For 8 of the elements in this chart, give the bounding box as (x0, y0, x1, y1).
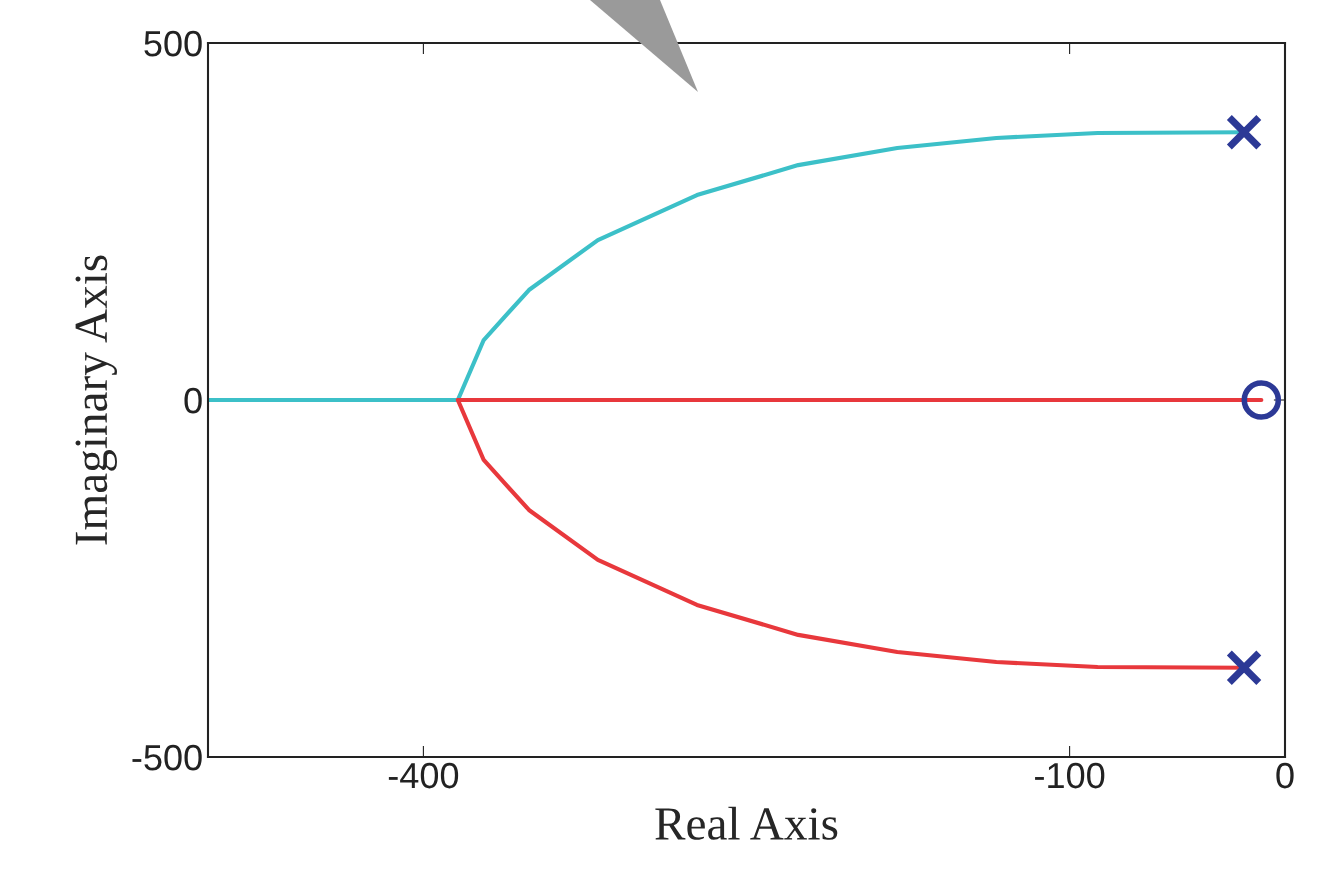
x-tick-label: -400 (388, 762, 459, 789)
y-tick-label: -500 (132, 744, 202, 771)
x-axis-title: Real Axis (655, 806, 838, 840)
y-axis-title: Imaginary Axis (75, 255, 117, 545)
x-tick-label: -100 (1035, 762, 1105, 789)
x-tick-label: 0 (1276, 762, 1294, 789)
y-tick-label: 0 (184, 387, 202, 414)
y-tick-label: 500 (144, 30, 202, 57)
